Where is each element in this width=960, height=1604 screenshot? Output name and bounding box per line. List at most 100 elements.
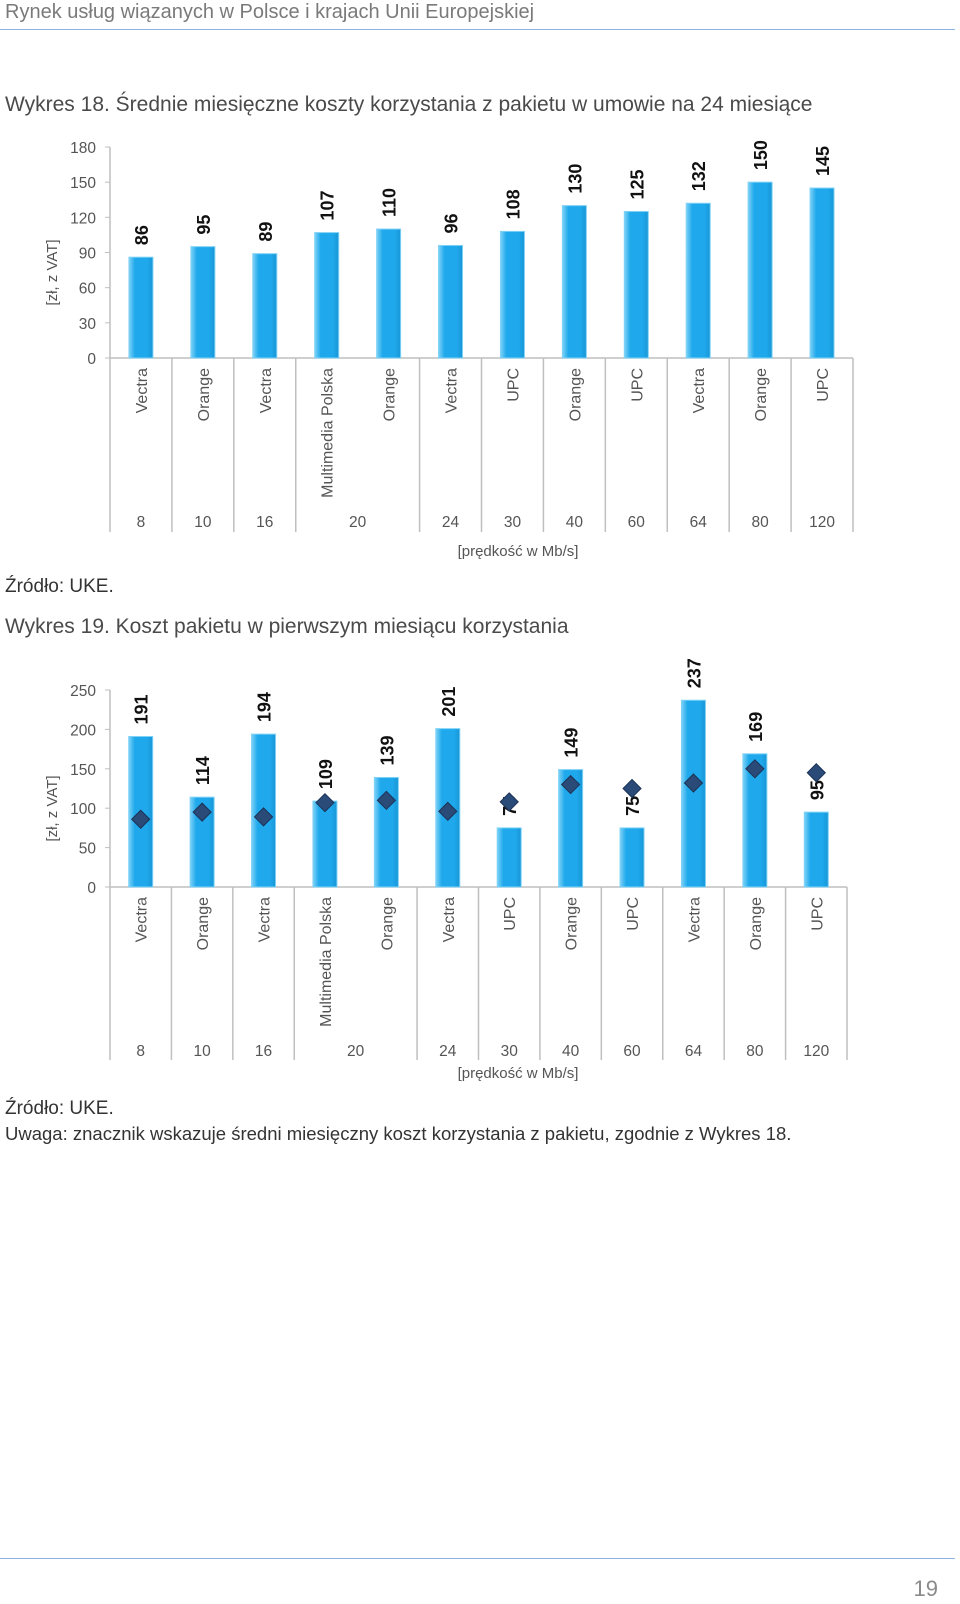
marker-9 xyxy=(622,778,642,799)
category-label: Multimedia Polska xyxy=(320,368,337,498)
y-tick-label: 60 xyxy=(79,281,97,298)
y-tick-label: 180 xyxy=(70,140,96,157)
category-label: Vectra xyxy=(444,368,461,413)
marker-5 xyxy=(376,790,397,811)
y-tick-label: 30 xyxy=(79,316,97,333)
category-label: UPC xyxy=(625,897,642,931)
data-label: 130 xyxy=(565,164,585,194)
page-header-title: Rynek usług wiązanych w Polsce i krajach… xyxy=(5,1,535,23)
bar-1 xyxy=(128,256,154,359)
category-label: UPC xyxy=(505,368,522,402)
data-label: 89 xyxy=(256,222,276,242)
header-divider xyxy=(0,29,955,30)
y-tick-label: 150 xyxy=(70,175,96,192)
data-label: 75 xyxy=(623,796,643,816)
marker-3 xyxy=(253,807,274,827)
bar-6 xyxy=(438,244,464,359)
data-label: 125 xyxy=(627,169,647,199)
category-label: Orange xyxy=(195,897,212,950)
y-tick-label: 0 xyxy=(87,880,96,897)
data-label: 95 xyxy=(194,215,214,235)
data-label: 194 xyxy=(255,692,275,722)
marker-2 xyxy=(192,802,212,822)
bar-10 xyxy=(680,699,706,888)
page-number: 19 xyxy=(913,1576,938,1601)
y-tick-label: 100 xyxy=(70,801,96,818)
footer-divider xyxy=(0,1558,955,1559)
marker-11 xyxy=(745,759,765,779)
data-label: 150 xyxy=(751,140,771,170)
category-label: Orange xyxy=(567,368,584,421)
bar-5 xyxy=(376,228,402,359)
speed-label: 24 xyxy=(439,1043,457,1060)
marker-4 xyxy=(315,792,335,813)
chart-18-source: Źródło: UKE. xyxy=(5,576,114,597)
category-label: Orange xyxy=(379,897,396,950)
bar-7 xyxy=(496,827,522,888)
category-label: UPC xyxy=(815,368,832,402)
category-label: Orange xyxy=(196,368,213,421)
category-label: Orange xyxy=(382,368,399,421)
bar-10 xyxy=(685,202,711,359)
data-label: 132 xyxy=(689,161,709,191)
speed-label: 64 xyxy=(685,1043,703,1060)
bar-9 xyxy=(623,210,649,359)
data-label: 169 xyxy=(746,712,766,742)
bar-12 xyxy=(803,811,829,888)
bar-9 xyxy=(619,827,645,888)
x-axis-label: [prędkość w Mb/s] xyxy=(458,543,579,560)
category-label: Vectra xyxy=(441,897,458,942)
bar-5 xyxy=(373,776,399,888)
category-label: UPC xyxy=(809,897,826,931)
speed-label: 80 xyxy=(752,514,770,531)
y-axis-label: [zł, z VAT] xyxy=(44,775,61,841)
chart-18: [zł, z VAT] 0 30 60 90 120 150 180 86 Vectra 95 Ora… xyxy=(44,140,854,560)
y-tick-label: 200 xyxy=(70,722,96,739)
data-label: 139 xyxy=(377,735,397,765)
bar-4 xyxy=(314,232,340,359)
speed-label: 120 xyxy=(803,1043,829,1060)
speed-label: 8 xyxy=(137,514,146,531)
speed-label: 16 xyxy=(256,514,273,531)
speed-label: 20 xyxy=(347,1043,365,1060)
speed-label: 80 xyxy=(746,1043,764,1060)
speed-label: 8 xyxy=(136,1043,145,1060)
category-label: Multimedia Polska xyxy=(318,897,335,1027)
speed-label: 10 xyxy=(194,1043,212,1060)
chart-19: [zł, z VAT] 0 50 100 150 200 250 191 Vectra 114 Or… xyxy=(44,658,848,1082)
category-label: UPC xyxy=(502,897,519,931)
category-label: Vectra xyxy=(134,368,151,413)
bar-12 xyxy=(809,187,835,359)
data-label: 108 xyxy=(503,189,523,219)
speed-label: 10 xyxy=(194,514,212,531)
data-label: 237 xyxy=(684,658,704,688)
y-tick-label: 250 xyxy=(70,683,96,700)
speed-label: 24 xyxy=(442,514,460,531)
category-label: Vectra xyxy=(691,368,708,413)
bar-2 xyxy=(190,246,216,359)
y-axis-label: [zł, z VAT] xyxy=(44,239,61,305)
category-label: Vectra xyxy=(686,897,703,942)
data-label: 191 xyxy=(132,694,152,724)
category-label: Orange xyxy=(564,897,581,950)
data-label: 149 xyxy=(562,728,582,758)
bar-7 xyxy=(499,230,525,359)
category-label: Vectra xyxy=(257,897,274,942)
bar-11 xyxy=(747,181,773,359)
category-label: Vectra xyxy=(134,897,151,942)
speed-label: 30 xyxy=(501,1043,519,1060)
data-label: 107 xyxy=(318,191,338,221)
bar-6 xyxy=(435,728,461,888)
data-label: 96 xyxy=(442,213,462,233)
data-label: 201 xyxy=(439,687,459,717)
bar-8 xyxy=(561,205,587,359)
category-label: Orange xyxy=(748,897,765,950)
speed-label: 30 xyxy=(504,514,522,531)
y-tick-label: 90 xyxy=(79,246,97,263)
bar-3 xyxy=(252,253,278,359)
marker-7 xyxy=(499,792,519,812)
marker-6 xyxy=(438,801,458,822)
speed-label: 20 xyxy=(349,514,367,531)
speed-label: 60 xyxy=(623,1043,641,1060)
marker-1 xyxy=(131,809,151,829)
